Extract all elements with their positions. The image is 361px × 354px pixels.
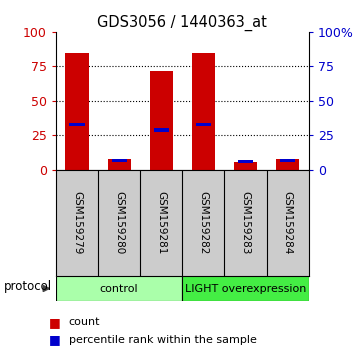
Text: ■: ■ <box>49 333 61 346</box>
Text: GSM159281: GSM159281 <box>156 191 166 255</box>
Text: protocol: protocol <box>4 280 52 293</box>
Text: percentile rank within the sample: percentile rank within the sample <box>69 335 256 345</box>
Bar <box>192 53 215 170</box>
Bar <box>65 53 88 170</box>
Bar <box>238 160 253 163</box>
Text: GSM159284: GSM159284 <box>283 191 293 255</box>
Bar <box>154 128 169 132</box>
Text: GSM159279: GSM159279 <box>72 191 82 255</box>
Bar <box>69 122 84 126</box>
Text: GSM159280: GSM159280 <box>114 192 124 255</box>
Text: LIGHT overexpression: LIGHT overexpression <box>185 284 306 293</box>
Bar <box>234 162 257 170</box>
Text: GSM159283: GSM159283 <box>240 191 251 255</box>
Bar <box>150 70 173 170</box>
Bar <box>112 159 127 162</box>
Bar <box>280 159 295 162</box>
Bar <box>182 276 309 301</box>
Bar <box>108 159 131 170</box>
Text: control: control <box>100 284 138 293</box>
Bar <box>196 122 211 126</box>
Title: GDS3056 / 1440363_at: GDS3056 / 1440363_at <box>97 14 267 30</box>
Bar <box>56 276 182 301</box>
Text: GSM159282: GSM159282 <box>198 191 208 255</box>
Text: count: count <box>69 317 100 327</box>
Text: ■: ■ <box>49 316 61 329</box>
Bar <box>276 159 299 170</box>
